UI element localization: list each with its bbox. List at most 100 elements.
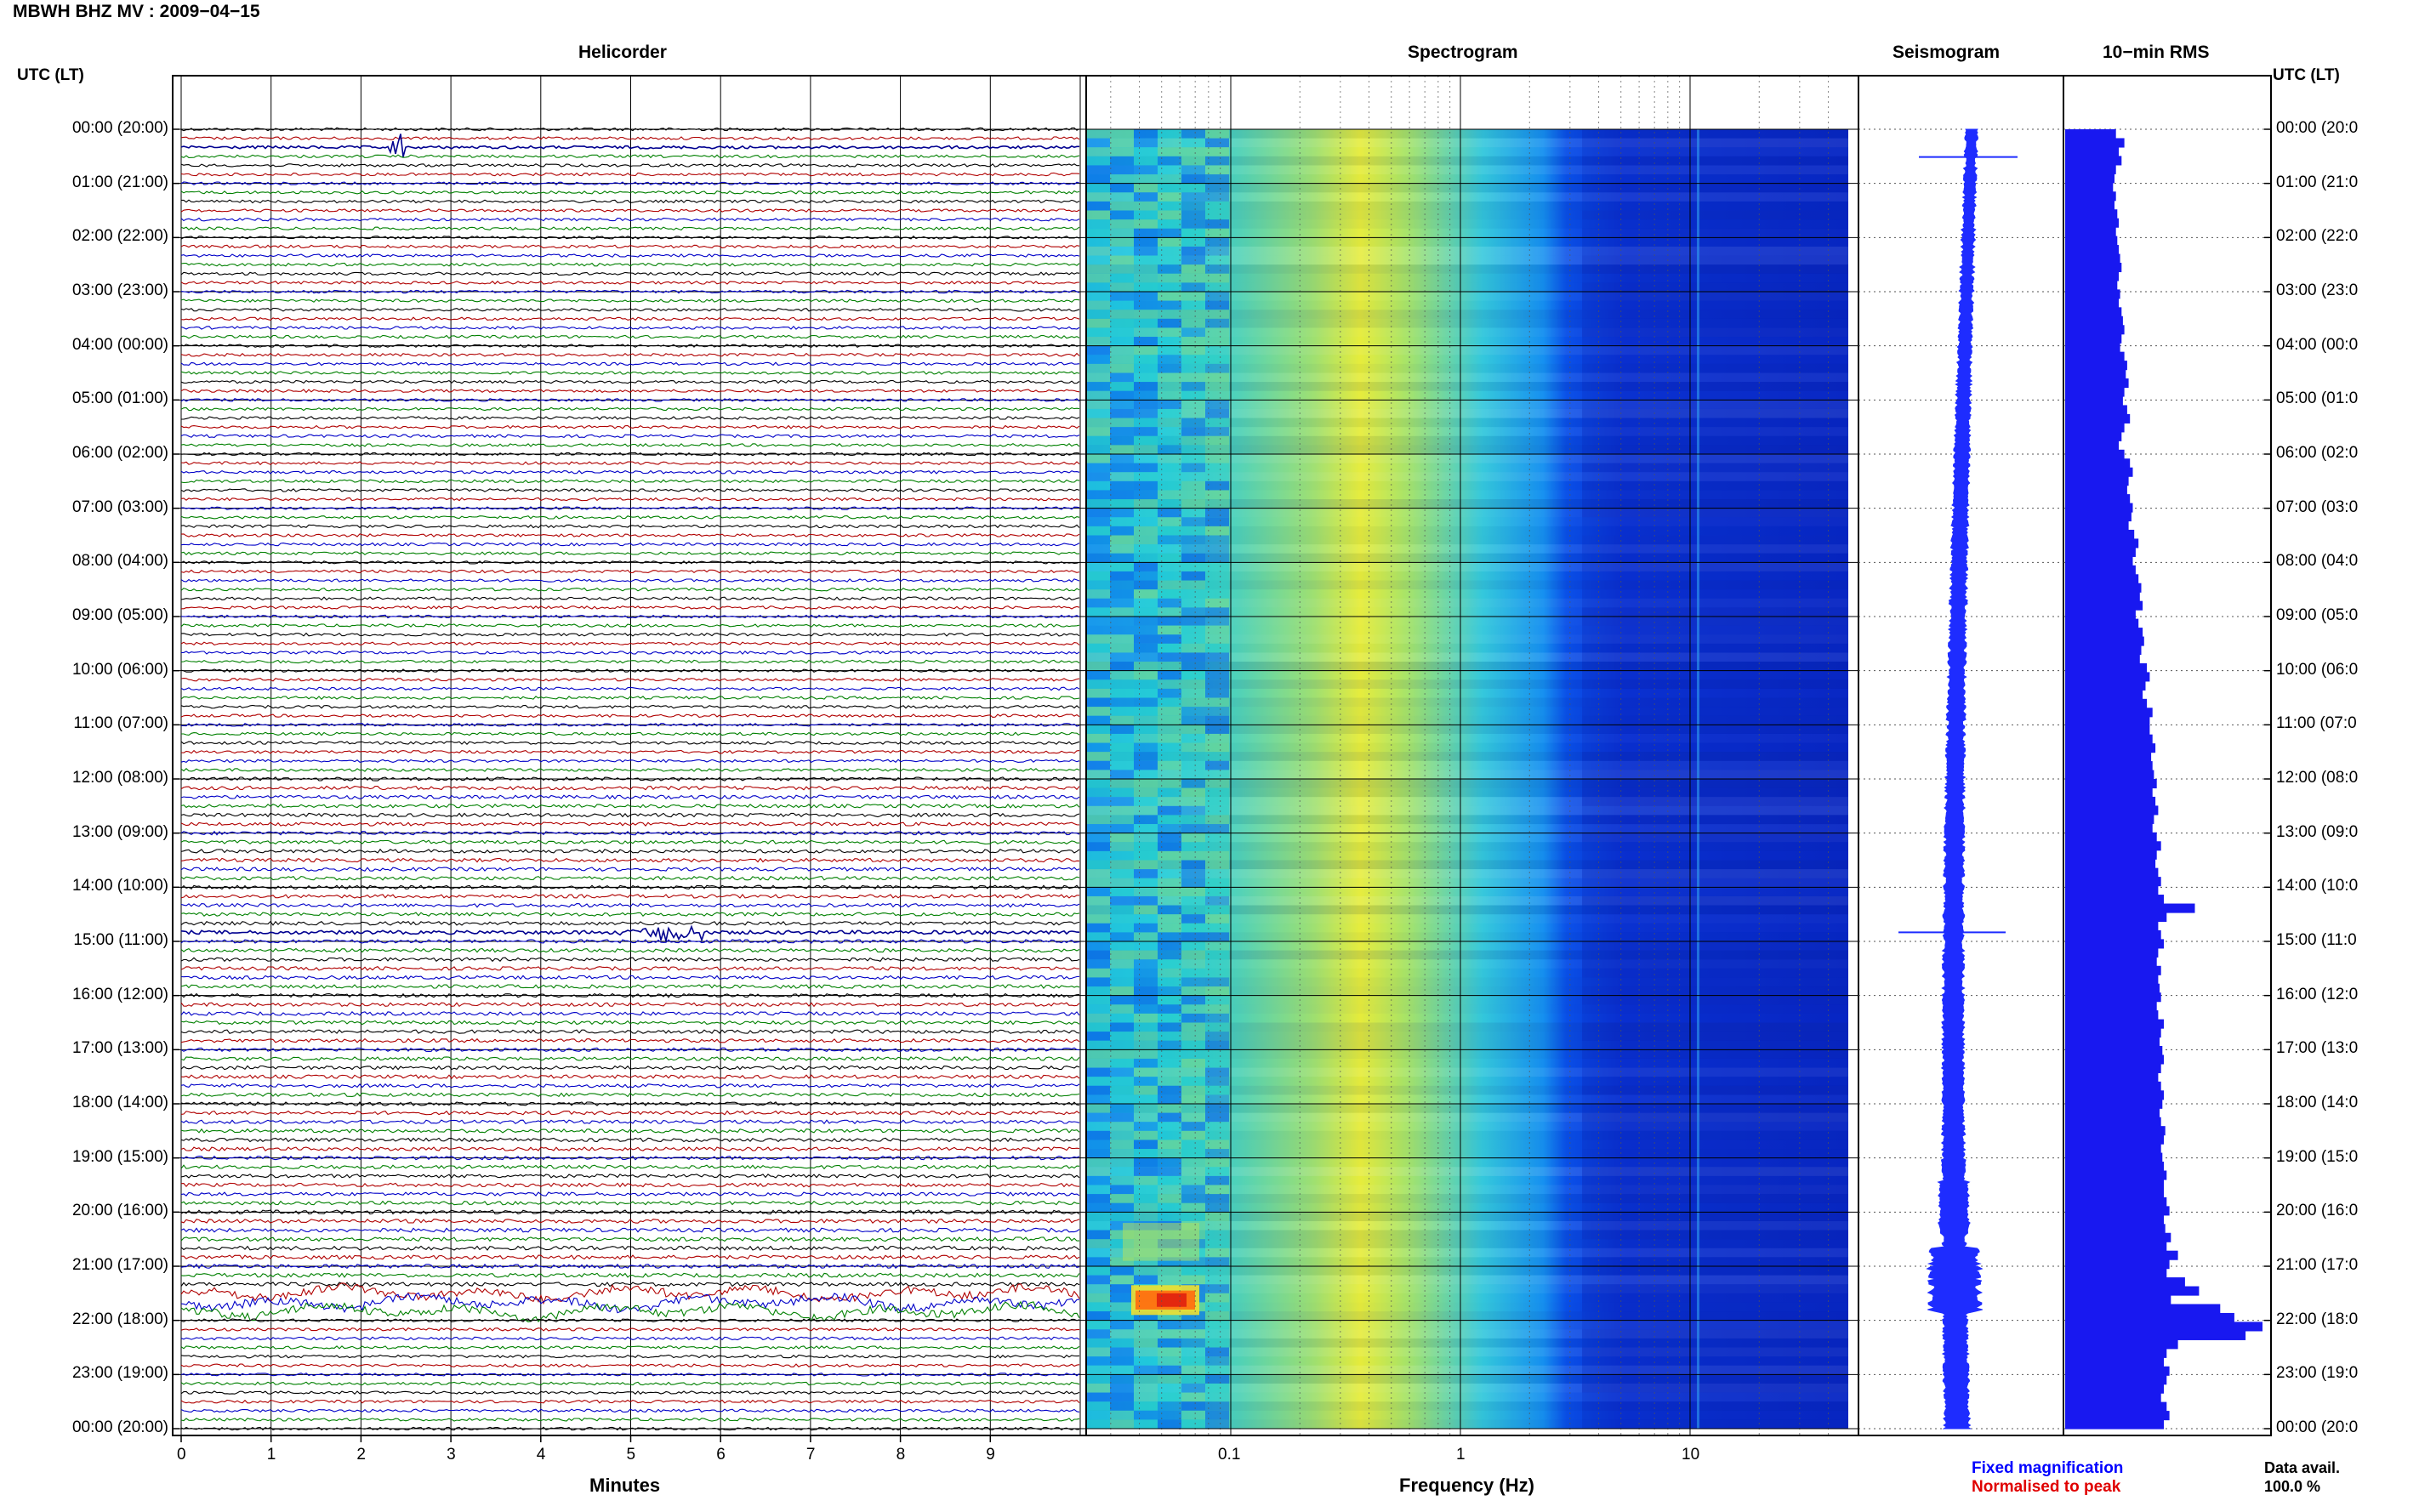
spectrogram-cell — [1205, 1419, 1229, 1429]
spectrogram-cell — [1134, 1419, 1158, 1429]
rms-bar — [2065, 458, 2131, 469]
rms-bar — [2065, 895, 2164, 905]
rms-bar — [2065, 289, 2120, 299]
spectrogram-cell — [1205, 237, 1229, 247]
rms-bar — [2065, 867, 2159, 878]
rms-bar — [2065, 520, 2129, 531]
helicorder-trace — [180, 812, 1080, 818]
spectrogram-cell — [1158, 1338, 1181, 1348]
spectrogram-cell — [1110, 1077, 1134, 1086]
time-label-left: 14:00 (10:00) — [71, 877, 168, 895]
spectrogram-cell — [1134, 480, 1158, 491]
spectrogram-cell — [1134, 1374, 1158, 1384]
spectrogram-cell — [1205, 1338, 1229, 1348]
spectrogram-cell — [1158, 192, 1181, 202]
spectrogram-cell — [1205, 977, 1229, 987]
spectrogram-cell — [1205, 1032, 1229, 1041]
spectrogram-cell — [1086, 327, 1110, 338]
spectrogram-cell — [1582, 662, 1848, 671]
spectrogram-cell — [1134, 1013, 1158, 1023]
spectrogram-cell — [1582, 454, 1848, 463]
spectrogram-cell — [1181, 1013, 1205, 1023]
spectrogram-cell — [1086, 264, 1110, 274]
spectrogram-cell — [1086, 625, 1110, 635]
spectrogram-cell — [1582, 697, 1848, 708]
spectrogram-cell — [1110, 662, 1134, 671]
spectrogram-cell — [1205, 355, 1229, 364]
helicorder-trace — [180, 1119, 1080, 1125]
rms-bar — [2065, 832, 2157, 842]
spectrogram-row — [1086, 400, 1848, 409]
spectrogram-row — [1086, 282, 1848, 292]
helicorder-trace — [181, 731, 1080, 736]
spectrogram-cell — [1181, 1032, 1205, 1041]
spectrogram-cell — [1110, 1347, 1134, 1357]
spectrogram-cell — [1158, 400, 1181, 409]
helicorder-trace — [180, 704, 1080, 709]
spectrogram-cell — [1086, 363, 1110, 373]
spectrogram-cell — [1582, 842, 1848, 851]
spectrogram-row — [1086, 472, 1848, 481]
spectrogram-cell — [1086, 337, 1110, 346]
spectrogram-cell — [1110, 571, 1134, 581]
helicorder-trace — [181, 506, 1080, 511]
spectrogram-cell — [1158, 770, 1181, 779]
spectrogram-cell — [1181, 445, 1205, 454]
spectrogram-cell — [1158, 697, 1181, 708]
spectrogram-cell — [1158, 950, 1181, 960]
spectrogram-cell — [1086, 535, 1110, 545]
spectrogram-cell — [1110, 147, 1134, 156]
spectrogram-cell — [1582, 480, 1848, 491]
spectrogram-cell — [1205, 617, 1229, 626]
spectrogram-cell — [1205, 941, 1229, 951]
utc-label-left: UTC (LT) — [17, 66, 84, 84]
spectrogram-cell — [1181, 183, 1205, 193]
spectrogram-cell — [1181, 1257, 1205, 1266]
rms-bar — [2065, 378, 2129, 389]
helicorder-trace — [180, 1182, 1080, 1188]
helicorder-trace — [180, 992, 1080, 998]
spectrogram-cell — [1134, 273, 1158, 283]
helicorder-trace — [180, 975, 1080, 981]
data-avail-label: Data avail. — [2264, 1459, 2341, 1476]
spectrogram-cell — [1158, 850, 1181, 861]
rms-bar — [2065, 146, 2119, 156]
spectrogram-cell — [1158, 382, 1181, 391]
time-label-left: 13:00 (09:00) — [71, 822, 168, 841]
rms-bar — [2065, 690, 2143, 700]
spectrogram-cell — [1086, 192, 1110, 202]
rms-bar — [2065, 947, 2159, 958]
spectrogram-cell — [1181, 418, 1205, 428]
spectrogram-cell — [1181, 1058, 1205, 1068]
spectrogram-cell — [1134, 165, 1158, 175]
spectrogram-cell — [1134, 860, 1158, 870]
rms-bar — [2065, 600, 2143, 611]
spectrogram-cell — [1181, 382, 1205, 391]
spectrogram-cell — [1181, 643, 1205, 653]
spectrogram-cell — [1110, 941, 1134, 951]
spectrogram-cell — [1086, 1112, 1110, 1123]
spectrogram-cell — [1110, 634, 1134, 644]
spectrogram-cell — [1582, 1320, 1848, 1330]
spectrogram-cell — [1110, 517, 1134, 526]
spectrogram-row — [1086, 1374, 1848, 1384]
spectrogram-cell — [1205, 1401, 1229, 1411]
spectrogram-cell — [1134, 300, 1158, 310]
spectrogram-cell — [1110, 878, 1134, 888]
helicorder-trace — [180, 776, 1080, 782]
spectrogram-cell — [1134, 715, 1158, 725]
spectrogram-cell — [1205, 1112, 1229, 1123]
rms-bar — [2065, 129, 2116, 139]
spectrogram-cell — [1181, 219, 1205, 229]
spectrogram-cell — [1110, 1094, 1134, 1104]
time-label-right: 00:00 (20:0 — [2276, 119, 2359, 137]
spectrogram-cell — [1134, 1040, 1158, 1050]
spectrogram-cell — [1582, 526, 1848, 536]
spectrogram-cell — [1134, 454, 1158, 463]
helicorder-trace — [180, 397, 1080, 402]
spectrogram-cell — [1110, 1266, 1134, 1276]
spectrogram-cell — [1134, 752, 1158, 761]
rms-bar — [2065, 859, 2156, 869]
spectrogram-cell — [1158, 273, 1181, 283]
spectrogram-cell — [1158, 1374, 1181, 1384]
